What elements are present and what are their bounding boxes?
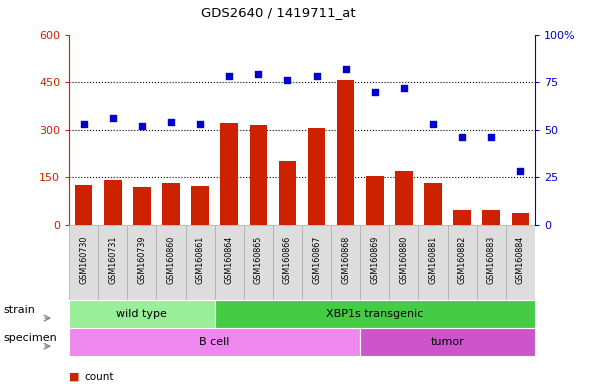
- Point: [341, 66, 350, 72]
- Bar: [215, 225, 244, 300]
- Bar: [337, 81, 355, 225]
- Bar: [98, 225, 127, 300]
- Text: GSM160869: GSM160869: [370, 236, 379, 284]
- Point: [254, 71, 263, 78]
- Bar: [133, 187, 151, 225]
- Bar: [418, 225, 448, 300]
- Text: count: count: [84, 372, 114, 382]
- Text: GSM160866: GSM160866: [283, 236, 292, 284]
- Bar: [156, 225, 186, 300]
- Bar: [273, 225, 302, 300]
- Point: [79, 121, 88, 127]
- Point: [108, 115, 118, 121]
- Point: [516, 168, 525, 174]
- Text: GSM160883: GSM160883: [487, 236, 496, 284]
- Point: [282, 77, 292, 83]
- Point: [224, 73, 234, 79]
- Bar: [104, 180, 121, 225]
- Bar: [191, 186, 209, 225]
- Bar: [69, 225, 98, 300]
- Text: GSM160868: GSM160868: [341, 236, 350, 284]
- Bar: [162, 183, 180, 225]
- Text: specimen: specimen: [3, 333, 56, 343]
- Text: GSM160731: GSM160731: [108, 236, 117, 284]
- Point: [195, 121, 205, 127]
- Bar: [302, 225, 331, 300]
- Text: GSM160867: GSM160867: [312, 236, 321, 284]
- Bar: [127, 225, 156, 300]
- Bar: [249, 125, 267, 225]
- Point: [428, 121, 438, 127]
- Bar: [424, 183, 442, 225]
- Bar: [389, 225, 418, 300]
- Bar: [483, 210, 500, 225]
- Bar: [506, 225, 535, 300]
- Bar: [244, 225, 273, 300]
- Bar: [186, 225, 215, 300]
- Text: GSM160861: GSM160861: [195, 236, 204, 284]
- Bar: [511, 213, 529, 225]
- Bar: [308, 128, 325, 225]
- Bar: [279, 161, 296, 225]
- Bar: [477, 225, 506, 300]
- Text: GSM160880: GSM160880: [400, 236, 409, 284]
- Text: wild type: wild type: [117, 308, 167, 319]
- Point: [137, 123, 147, 129]
- Text: GSM160730: GSM160730: [79, 236, 88, 284]
- Point: [399, 85, 409, 91]
- Text: GSM160882: GSM160882: [457, 236, 466, 284]
- Point: [370, 89, 380, 95]
- Text: GSM160865: GSM160865: [254, 236, 263, 284]
- Text: GSM160884: GSM160884: [516, 236, 525, 284]
- Text: B cell: B cell: [200, 336, 230, 347]
- Bar: [221, 123, 238, 225]
- Point: [457, 134, 467, 140]
- Text: GDS2640 / 1419711_at: GDS2640 / 1419711_at: [201, 6, 356, 19]
- Text: GSM160860: GSM160860: [166, 236, 175, 284]
- Text: GSM160739: GSM160739: [138, 236, 147, 285]
- Bar: [453, 210, 471, 225]
- Text: XBP1s transgenic: XBP1s transgenic: [326, 308, 424, 319]
- Point: [166, 119, 176, 125]
- Point: [312, 73, 322, 79]
- Bar: [360, 225, 389, 300]
- Point: [486, 134, 496, 140]
- Bar: [331, 225, 360, 300]
- Text: tumor: tumor: [431, 336, 465, 347]
- Text: GSM160881: GSM160881: [429, 236, 438, 284]
- Text: strain: strain: [3, 305, 35, 315]
- Bar: [366, 175, 383, 225]
- Text: ■: ■: [69, 372, 79, 382]
- Bar: [395, 171, 413, 225]
- Bar: [75, 185, 93, 225]
- Bar: [448, 225, 477, 300]
- Text: GSM160864: GSM160864: [225, 236, 234, 284]
